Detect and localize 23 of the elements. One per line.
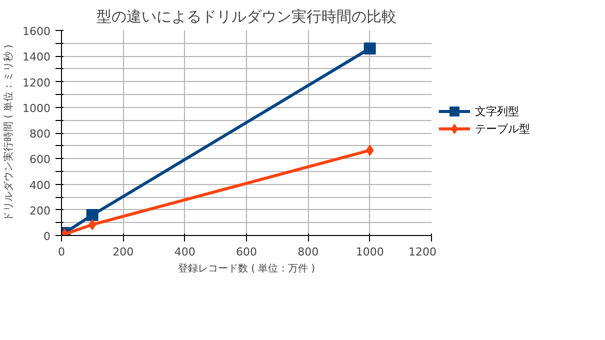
y-tick-label: 1000 — [22, 102, 51, 115]
x-axis-title: 登録レコード数 ( 単位 : 万件 ) — [178, 262, 316, 274]
chart-title: 型の違いによるドリルダウン実行時間の比較 — [96, 8, 396, 26]
legend-label: 文字列型 — [474, 105, 519, 118]
y-tick-label: 1600 — [22, 25, 51, 38]
y-tick-label: 800 — [30, 128, 51, 140]
point — [364, 42, 376, 54]
y-tick-label: 400 — [30, 178, 51, 192]
x-tick-label: 600 — [236, 246, 257, 258]
point — [86, 209, 98, 221]
y-tick-label: 0 — [44, 230, 50, 243]
x-tick-label: 1000 — [356, 246, 384, 258]
y-tick-label: 1200 — [22, 76, 51, 90]
y-tick-label: 600 — [30, 153, 51, 166]
x-tick-label: 800 — [298, 246, 319, 258]
y-tick-label: 200 — [30, 204, 51, 218]
x-tick-label: 1200 — [408, 246, 437, 258]
x-tick-label: 400 — [174, 246, 196, 258]
x-tick-label: 200 — [112, 246, 134, 258]
y-tick-label: 1400 — [22, 50, 51, 64]
x-tick-label: 0 — [58, 246, 65, 258]
legend-label: テーブル型 — [474, 122, 530, 136]
y-axis-title: ドリルダウン実行時間 ( 単位 : ミリ秒 ) — [2, 44, 15, 222]
